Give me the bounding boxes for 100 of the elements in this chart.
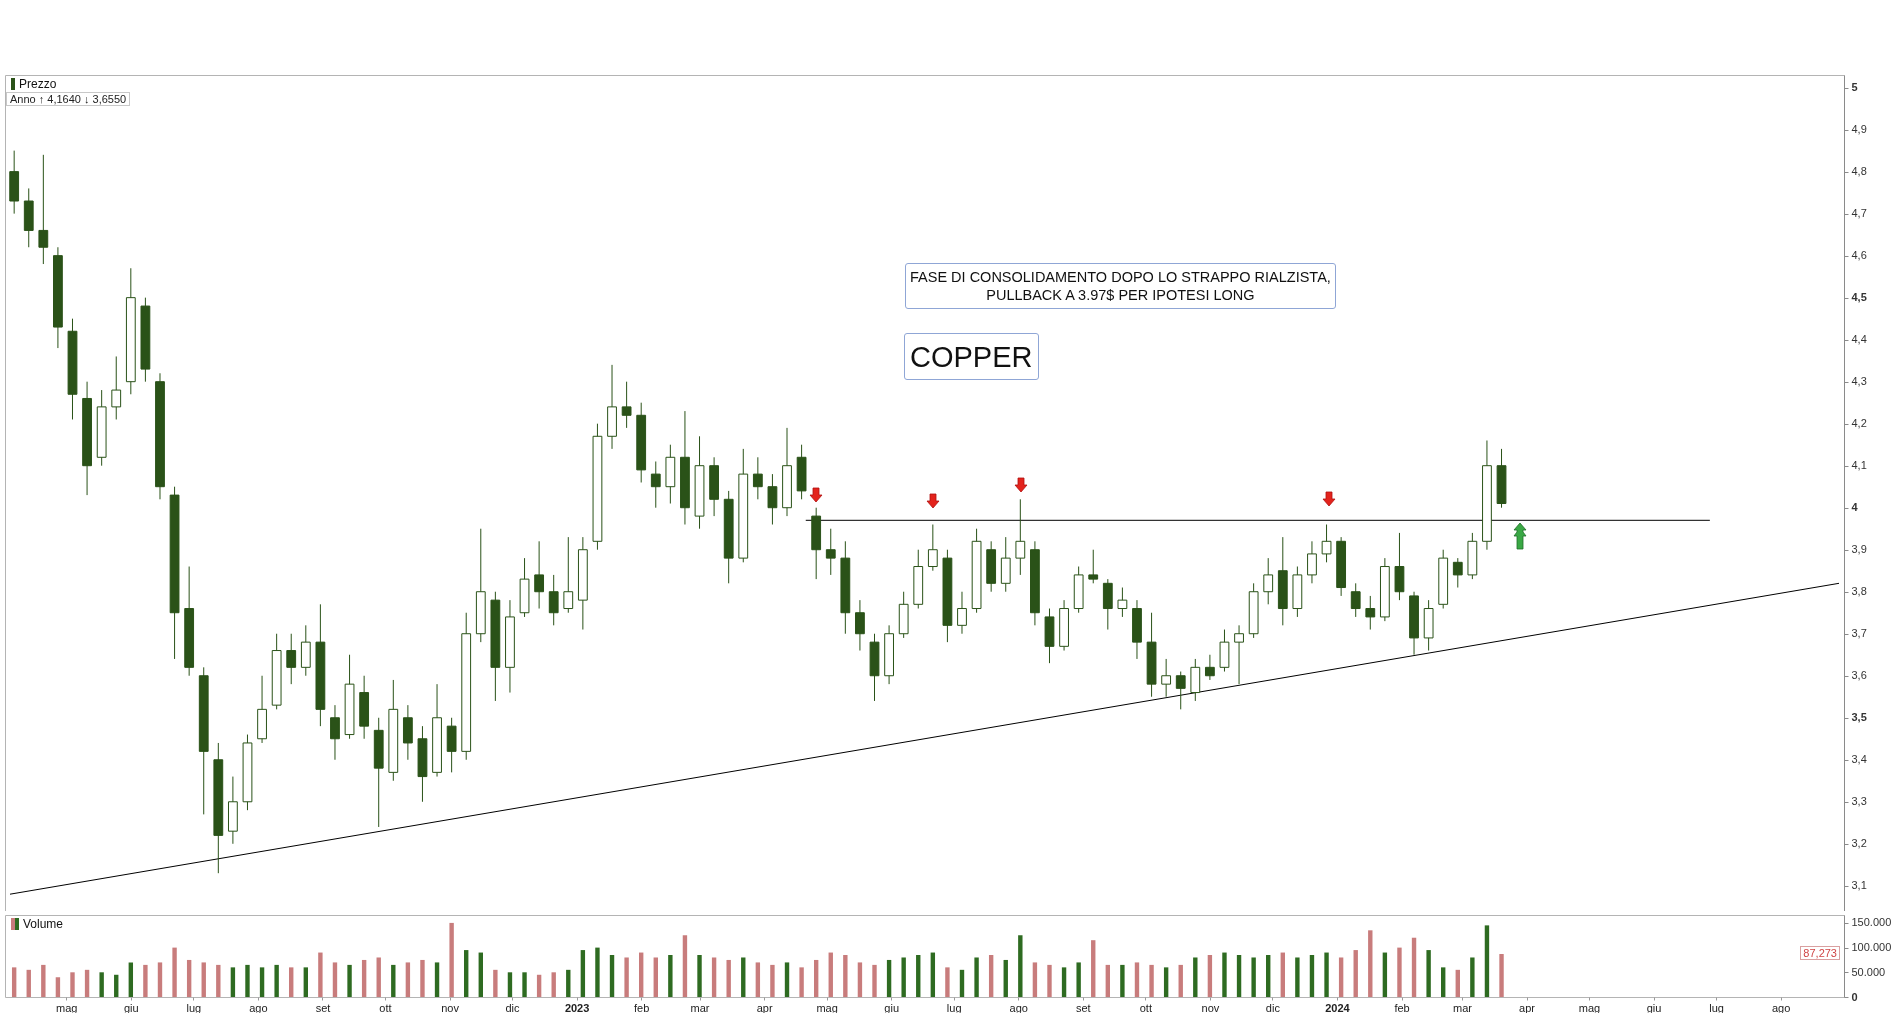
bar	[566, 969, 571, 997]
x-tick-label: dic	[1265, 1001, 1281, 1014]
candlestick	[767, 473, 778, 526]
bar	[886, 959, 892, 997]
x-tick-label: nov	[1201, 1001, 1220, 1014]
bar	[1193, 957, 1198, 997]
x-tick-label: 2024	[1325, 1001, 1351, 1014]
bar	[711, 957, 717, 997]
bar	[1105, 964, 1111, 997]
y-tick-label: 150.000	[1851, 916, 1892, 929]
bar	[770, 964, 775, 997]
bar	[1207, 955, 1213, 997]
candlestick	[1321, 524, 1332, 563]
x-tick-label: mag	[1578, 1001, 1601, 1014]
candlestick	[752, 456, 763, 500]
bar	[784, 962, 790, 997]
bar	[434, 962, 440, 997]
bar	[536, 974, 542, 997]
candlestick	[1088, 549, 1099, 584]
x-tick-label: ago	[249, 1001, 268, 1014]
y-tick-label: 3,3	[1851, 795, 1867, 808]
bar	[1163, 967, 1169, 997]
bar	[988, 955, 994, 997]
candlestick	[1263, 557, 1274, 605]
candlestick	[1234, 624, 1244, 685]
y-tick-label: 3,6	[1851, 669, 1867, 682]
candlestick	[1015, 498, 1026, 576]
bar	[522, 972, 527, 997]
bar	[41, 964, 46, 997]
x-tick-label: ott	[1139, 1001, 1152, 1014]
bar	[959, 969, 965, 997]
bar	[1236, 955, 1242, 997]
bar	[493, 969, 498, 997]
candlestick	[957, 591, 967, 635]
bar	[1134, 962, 1140, 997]
candlestick	[286, 633, 297, 685]
candlestick	[38, 154, 49, 265]
bar	[1076, 962, 1081, 997]
legend-label: Prezzo	[19, 77, 57, 91]
x-tick-label: dic	[505, 1001, 521, 1014]
bar	[901, 957, 906, 997]
bar	[1397, 947, 1402, 997]
bar	[143, 964, 148, 997]
candlestick	[1175, 671, 1186, 710]
candlestick	[330, 704, 340, 761]
bar	[653, 957, 658, 997]
y-tick-label: 3,1	[1851, 879, 1867, 892]
bar	[84, 969, 90, 997]
bar	[420, 959, 425, 997]
y-tick-label: 3,2	[1851, 837, 1867, 850]
bar	[361, 959, 367, 997]
bar	[813, 959, 819, 997]
x-tick-label: nov	[441, 1001, 460, 1014]
legend-label: Volume	[23, 917, 64, 931]
bar	[11, 967, 17, 997]
bar	[1484, 925, 1490, 997]
bar	[1032, 962, 1038, 997]
bar	[1353, 950, 1358, 997]
annotation: Anno ↑ 4,1640 ↓ 3,6550	[6, 92, 131, 106]
bar	[1309, 955, 1315, 997]
bar	[1120, 964, 1125, 997]
bar	[289, 967, 294, 997]
y-tick-label: 4,5	[1851, 291, 1867, 304]
bar	[609, 955, 615, 997]
bar	[1149, 964, 1154, 997]
candlestick	[621, 381, 632, 429]
bar	[1368, 930, 1373, 997]
bar	[70, 972, 75, 997]
x-tick-label: set	[1075, 1001, 1091, 1014]
bar	[449, 922, 454, 997]
bar	[99, 972, 104, 997]
bar	[347, 964, 352, 997]
candlestick	[111, 355, 122, 420]
bar	[245, 964, 250, 997]
bar	[1251, 957, 1256, 997]
bar	[1222, 952, 1227, 997]
bar	[945, 967, 950, 997]
y-tick-label: 4,4	[1851, 333, 1867, 346]
bar	[799, 967, 804, 997]
bar	[755, 962, 761, 997]
candlestick	[855, 599, 865, 652]
y-tick-label: 4,1	[1851, 459, 1867, 472]
bar	[172, 947, 177, 997]
y-tick-label: 3,9	[1851, 543, 1867, 556]
bar	[1324, 952, 1329, 997]
bar	[507, 972, 513, 997]
bar	[916, 955, 921, 997]
bar	[1178, 964, 1183, 997]
y-tick-label: 4,8	[1851, 165, 1867, 178]
x-tick-label: ago	[1009, 1001, 1028, 1014]
bar	[259, 967, 265, 997]
x-tick-label: lug	[946, 1001, 962, 1014]
bar	[1091, 940, 1096, 997]
annotation: 87,273	[1800, 946, 1840, 960]
bar	[1470, 957, 1475, 997]
candlestick	[1452, 557, 1463, 589]
bar	[114, 974, 119, 997]
bar	[376, 957, 381, 997]
y-tick-label: 3,8	[1851, 585, 1867, 598]
bar	[1455, 969, 1460, 997]
